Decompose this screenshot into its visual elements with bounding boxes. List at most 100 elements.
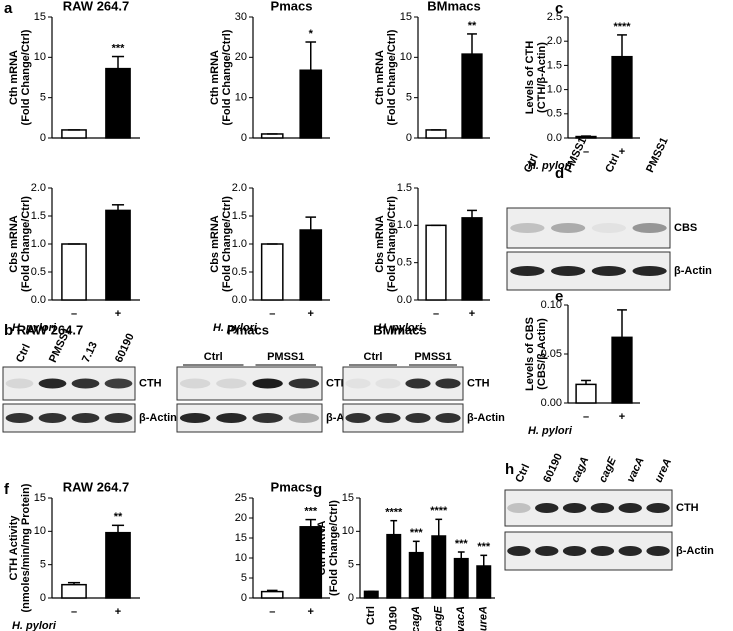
x-tick-label: + — [308, 308, 314, 320]
y-axis-label: (Fold Change/Ctrl) — [386, 29, 398, 125]
lane-label: vacA — [625, 456, 647, 485]
band — [562, 546, 587, 556]
band — [375, 378, 401, 389]
bar — [105, 209, 131, 301]
y-tick-label: 10 — [235, 552, 247, 564]
band — [405, 378, 431, 389]
error-bar — [412, 540, 420, 553]
y-axis-label: Cbs mRNA — [374, 215, 386, 273]
bar — [105, 67, 131, 139]
error-bar — [457, 551, 465, 559]
y-tick-label: 15 — [34, 11, 46, 23]
y-tick-label: 1.5 — [397, 182, 412, 194]
chart-title: RAW 264.7 — [63, 0, 129, 13]
y-tick-label: 5 — [348, 559, 354, 571]
bar — [461, 217, 483, 301]
band — [562, 503, 587, 513]
chart-title: Pmacs — [271, 479, 313, 494]
y-tick-label: 15 — [34, 492, 46, 504]
y-tick-label: 5 — [40, 559, 46, 571]
band — [104, 413, 133, 423]
lane-label: PMSS1 — [414, 351, 451, 363]
x-tick-label: – — [269, 606, 275, 618]
x-axis-label: H. pylori — [12, 620, 57, 631]
y-tick-label: 0.5 — [397, 257, 412, 269]
y-tick-label: 0.5 — [31, 266, 46, 278]
band — [646, 503, 670, 513]
panel-letter: d — [555, 165, 564, 182]
error-bar — [617, 309, 627, 338]
band-label: CTH — [676, 502, 699, 514]
error-bar — [305, 41, 317, 71]
band — [71, 413, 100, 423]
band — [38, 378, 67, 389]
lane-label: Ctrl — [364, 351, 383, 363]
error-bar — [435, 518, 443, 536]
band — [345, 413, 371, 423]
blot-title: RAW 264.7 — [17, 322, 83, 337]
y-tick-label: 25 — [235, 492, 247, 504]
y-axis-label: Cbs mRNA — [8, 215, 20, 273]
y-tick-label: 15 — [342, 492, 354, 504]
x-tick-label: – — [71, 606, 77, 618]
significance: **** — [430, 505, 448, 517]
panel-letter: h — [505, 461, 514, 478]
bar — [611, 55, 633, 139]
x-axis-label: H. pylori — [528, 160, 573, 172]
y-axis-label: (Fold Change/Ctrl) — [20, 196, 32, 292]
band-label: β-Actin — [674, 265, 712, 277]
bar — [61, 243, 87, 301]
y-tick-label: 0.5 — [232, 266, 247, 278]
band — [375, 413, 401, 423]
y-tick-label: 20 — [235, 512, 247, 524]
x-tick-label: Ctrl — [365, 606, 377, 625]
x-tick-label: + — [308, 606, 314, 618]
band — [435, 413, 461, 423]
bar — [299, 69, 323, 139]
lane-label: PMSS1 — [267, 351, 304, 363]
band — [510, 266, 545, 276]
x-axis-label: H. pylori — [528, 425, 573, 437]
x-tick-label: cagE — [433, 605, 445, 631]
band — [551, 223, 586, 233]
blot-frame — [504, 531, 673, 571]
band — [104, 378, 133, 389]
band — [591, 266, 626, 276]
lane-label: cagA — [569, 455, 591, 485]
panel-letter: b — [4, 322, 13, 339]
error-bar — [617, 34, 627, 57]
y-axis-label: (Fold Change/Ctrl) — [386, 196, 398, 292]
x-axis-label: H. pylori — [378, 322, 423, 334]
chart-title: RAW 264.7 — [63, 479, 129, 494]
band — [632, 223, 667, 233]
y-tick-label: 30 — [235, 11, 247, 23]
y-tick-label: 10 — [400, 51, 412, 63]
y-tick-label: 0 — [40, 592, 46, 604]
bar — [575, 383, 597, 404]
band — [5, 413, 34, 423]
y-axis-label: Levels of CTH — [524, 41, 536, 114]
band-label: β-Actin — [139, 412, 177, 424]
band — [288, 378, 320, 389]
y-axis-label: (Fold Change/Ctrl) — [20, 29, 32, 125]
significance: **** — [613, 21, 631, 33]
bar — [105, 531, 131, 599]
y-tick-label: 15 — [235, 532, 247, 544]
x-tick-label: – — [583, 146, 589, 158]
bar — [386, 533, 402, 599]
band — [5, 378, 34, 389]
x-tick-label: – — [269, 308, 275, 320]
y-tick-label: 0.0 — [397, 294, 412, 306]
chart-title: BMmacs — [427, 0, 480, 13]
bar — [260, 590, 284, 599]
significance: ** — [468, 20, 477, 32]
y-axis-label: (Fold Change/Ctrl) — [221, 196, 233, 292]
error-bar — [111, 204, 125, 211]
band — [590, 546, 615, 556]
y-axis-label: (CBS/β-Actin) — [536, 318, 548, 390]
band — [646, 546, 670, 556]
lane-label: ureA — [653, 457, 674, 485]
bar — [425, 224, 447, 301]
band-label: β-Actin — [676, 545, 714, 557]
